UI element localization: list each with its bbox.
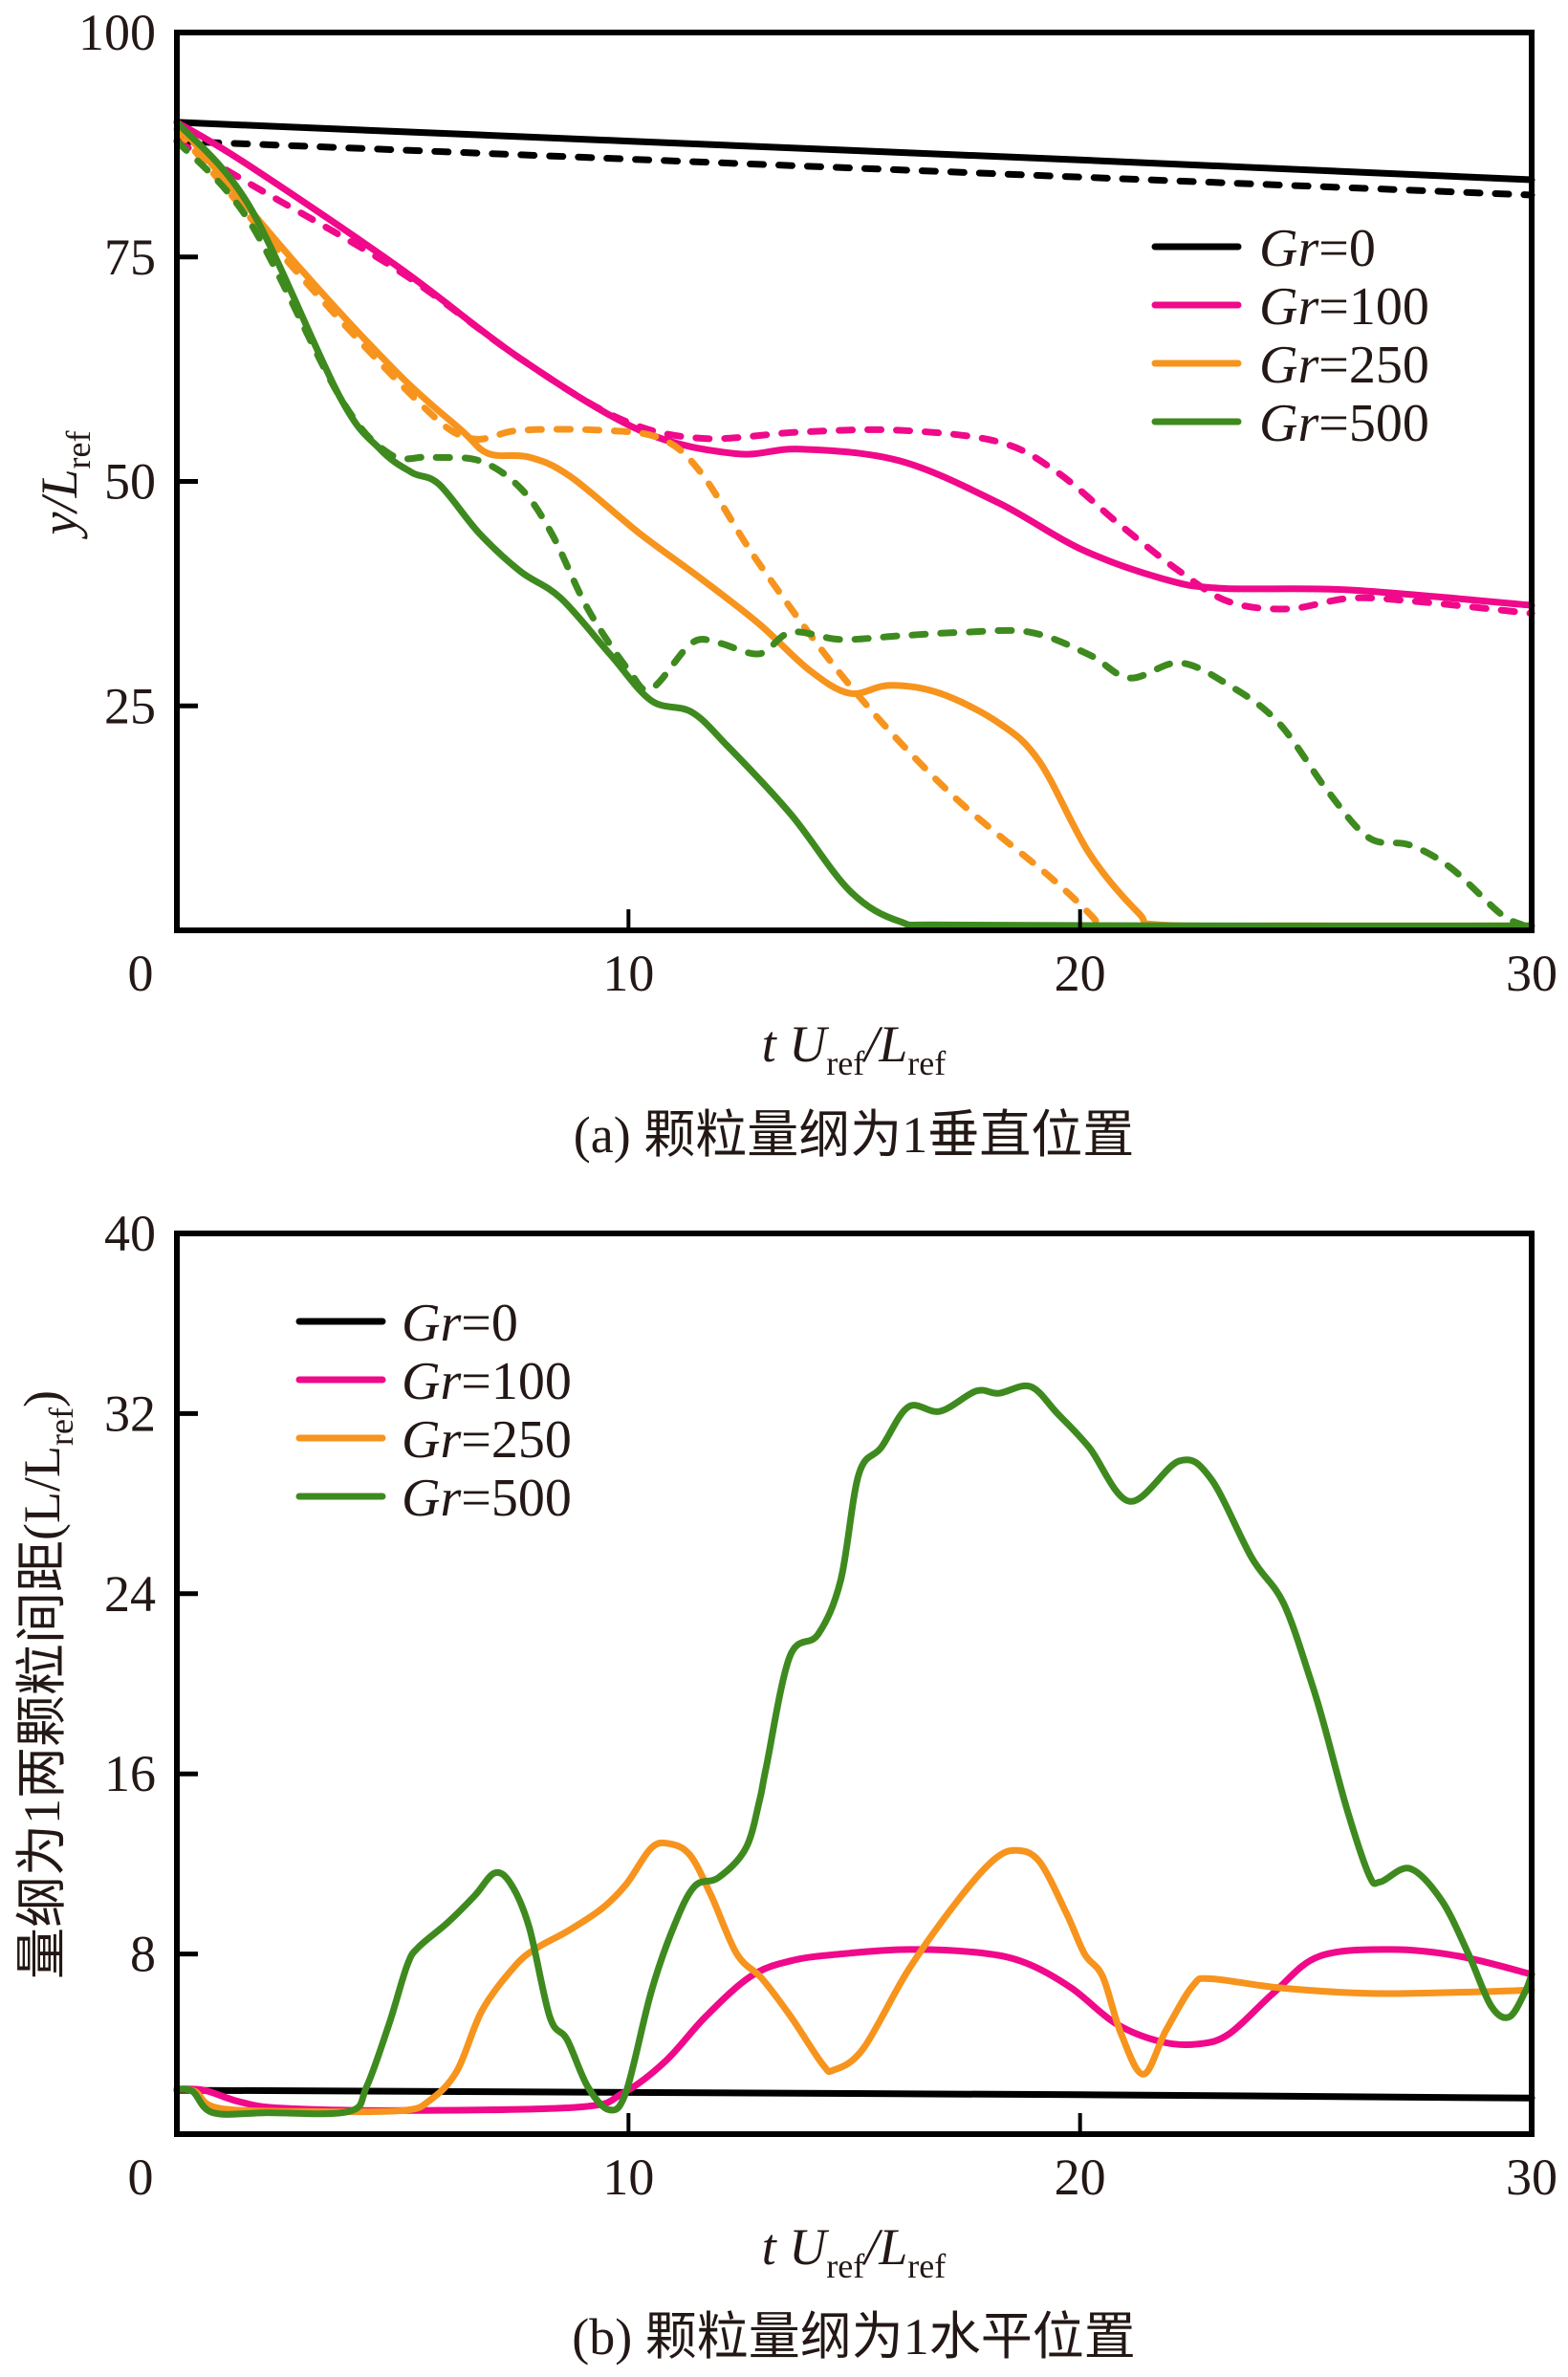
chart-a-y-axis-title-sub: ref: [59, 431, 98, 469]
chart-a-series-gr-250-dashed: [173, 125, 1102, 928]
chart-a-y-tick-label: 50: [104, 453, 156, 511]
chart-a-x-ticks: 0 10 20 30: [128, 909, 1557, 1002]
chart-a-legend-item: Gr=500: [1151, 394, 1429, 453]
legend-value: =0: [1318, 219, 1376, 278]
chart-a-y-tick-label: 75: [104, 229, 156, 286]
chart-b-y-tick-label: 40: [104, 1205, 156, 1262]
legend-value: =250: [1318, 336, 1429, 395]
chart-a-legend-label: Gr=250: [1259, 336, 1429, 395]
chart-a-x-axis-title-sub1: ref: [826, 1044, 864, 1082]
chart-b-x-axis-title-main: t U: [762, 2218, 830, 2276]
legend-prefix: Gr: [1259, 336, 1318, 395]
chart-b-legend-item: Gr=0: [295, 1294, 518, 1353]
chart-b-legend-item: Gr=250: [295, 1410, 572, 1470]
chart-b-legend-label: Gr=250: [402, 1410, 572, 1470]
chart-a-legend-label: Gr=100: [1259, 277, 1429, 337]
chart-b-legend-label: Gr=500: [402, 1469, 572, 1528]
chart-b-series-gr-0: [173, 2086, 1535, 2102]
chart-b-caption: (b) 颗粒量纲为1水平位置: [572, 2308, 1135, 2366]
chart-a-x-axis-title: t Uref/Lref: [762, 1015, 946, 1082]
chart-b-y-axis-title-sub: ref: [42, 1407, 80, 1446]
chart-a-series-gr-0-solid: [173, 119, 1535, 184]
chart-a-legend-item: Gr=100: [1151, 277, 1429, 337]
chart-a-y-ticks: 25 50 75 100: [78, 4, 198, 734]
chart-b-x-axis-title: t Uref/Lref: [762, 2218, 946, 2285]
chart-b-x-tick-label: 30: [1506, 2148, 1557, 2206]
chart-b-y-tick-label: 32: [104, 1385, 156, 1442]
chart-a-legend-label: Gr=500: [1259, 394, 1429, 453]
legend-value: =250: [461, 1410, 572, 1470]
chart-b-y-tick-label: 16: [104, 1745, 156, 1802]
chart-a-series-gr-250-solid: [173, 119, 1535, 930]
legend-prefix: Gr: [1259, 394, 1318, 453]
chart-a-y-axis-title: y/Lref: [31, 431, 98, 540]
legend-value: =100: [461, 1352, 572, 1411]
legend-prefix: Gr: [402, 1469, 461, 1528]
chart-b-y-tick-label: 8: [130, 1926, 156, 1983]
chart-a-y-axis-title-main: y/L: [31, 469, 88, 539]
legend-value: =100: [1318, 277, 1429, 337]
legend-value: =500: [461, 1469, 572, 1528]
chart-b-series-gr-100: [173, 1946, 1535, 2114]
chart-a-x-tick-label: 0: [128, 945, 154, 1002]
chart-a-series-gr-0-dashed: [173, 138, 1535, 199]
chart-a-caption: (a) 颗粒量纲为1垂直位置: [574, 1106, 1134, 1164]
legend-prefix: Gr: [402, 1410, 461, 1470]
chart-b-x-tick-label: 10: [602, 2148, 654, 2206]
chart-b-x-axis-title-sub1: ref: [826, 2247, 864, 2285]
chart-b-y-axis-title-main: 量纲为1两颗粒间距(L/L: [13, 1446, 71, 1979]
chart-b-y-tick-label: 24: [104, 1565, 156, 1623]
chart-a-x-axis-title-main: t U: [762, 1015, 830, 1073]
chart-a-legend-item: Gr=250: [1151, 336, 1429, 395]
chart-a-x-tick-label: 10: [602, 945, 654, 1002]
chart-b-plot-frame: [174, 1231, 1535, 2137]
chart-b-legend-item: Gr=500: [295, 1469, 572, 1528]
chart-b-x-axis-title-mid: /L: [861, 2218, 907, 2276]
chart-a-x-tick-label: 20: [1055, 945, 1106, 1002]
chart-a-y-tick-label: 100: [78, 4, 156, 61]
legend-prefix: Gr: [1259, 277, 1318, 337]
chart-b-legend-label: Gr=0: [402, 1294, 518, 1353]
chart-b-y-axis-title-tail: ): [13, 1390, 71, 1407]
chart-a-x-axis-title-mid: /L: [861, 1015, 907, 1073]
chart-b-legend-item: Gr=100: [295, 1352, 572, 1411]
chart-b-legend-label: Gr=100: [402, 1352, 572, 1411]
chart-a-legend-item: Gr=0: [1151, 219, 1376, 278]
legend-value: =500: [1318, 394, 1429, 453]
chart-a-series-group: [173, 119, 1535, 930]
chart-b-x-ticks: 0 10 20 30: [128, 2113, 1557, 2206]
chart-b-x-axis-title-sub2: ref: [907, 2247, 946, 2285]
chart-b-x-tick-label: 20: [1055, 2148, 1106, 2206]
chart-b-x-tick-label: 0: [128, 2148, 154, 2206]
legend-prefix: Gr: [402, 1352, 461, 1411]
chart-a-series-gr-100-solid: [173, 119, 1535, 609]
legend-value: =0: [461, 1294, 518, 1353]
legend-prefix: Gr: [1259, 219, 1318, 278]
chart-b-y-axis-title: 量纲为1两颗粒间距(L/Lref): [13, 1390, 80, 1979]
chart-b-y-ticks: 8 16 24 32 40: [104, 1205, 198, 1983]
chart-a-x-axis-title-sub2: ref: [907, 1044, 946, 1082]
chart-b-series-gr-250: [173, 1839, 1535, 2116]
chart-a-series-gr-100-dashed: [173, 138, 1535, 617]
chart-a-y-tick-label: 25: [104, 677, 156, 734]
chart-b-series-group: [173, 1382, 1535, 2118]
chart-b-series-gr-500: [173, 1382, 1535, 2118]
chart-a-legend-label: Gr=0: [1259, 219, 1376, 278]
legend-prefix: Gr: [402, 1294, 461, 1353]
chart-a-x-tick-label: 30: [1506, 945, 1557, 1002]
